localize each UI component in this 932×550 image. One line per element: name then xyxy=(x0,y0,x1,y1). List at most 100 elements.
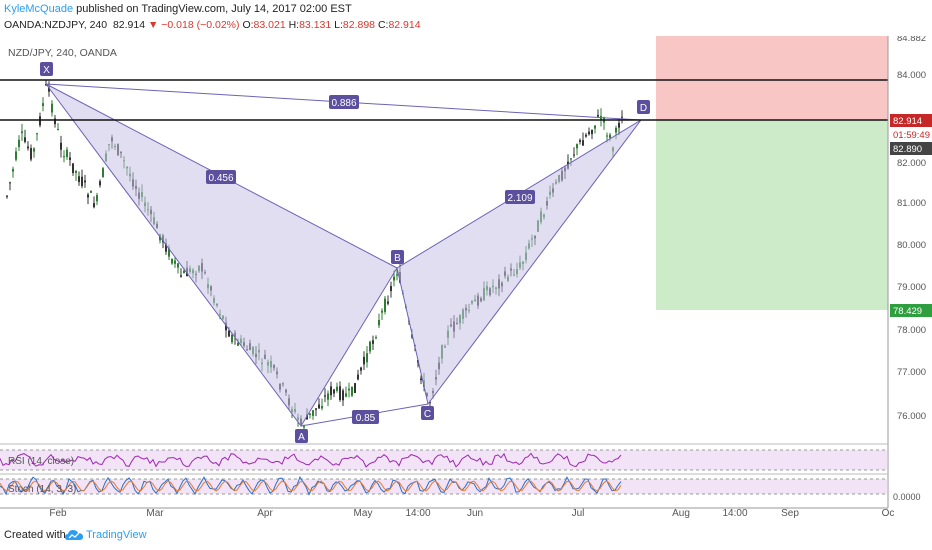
candle-body[interactable] xyxy=(381,310,383,313)
candle-body[interactable] xyxy=(372,340,374,344)
candle-body[interactable] xyxy=(21,131,23,134)
candle-body[interactable] xyxy=(183,270,185,274)
candle-body[interactable] xyxy=(390,286,392,292)
candle-body[interactable] xyxy=(228,330,230,337)
candle-body[interactable] xyxy=(24,137,26,142)
candle-body[interactable] xyxy=(54,118,56,125)
candle-body[interactable] xyxy=(342,390,344,401)
candle-body[interactable] xyxy=(348,388,350,391)
ratio-xd-label[interactable]: 0.886 xyxy=(329,95,359,109)
candle-body[interactable] xyxy=(585,134,587,137)
candle-body[interactable] xyxy=(429,401,431,403)
candle-body[interactable] xyxy=(597,114,599,117)
candle-body[interactable] xyxy=(327,393,329,400)
ratio-bd-label[interactable]: 2.109 xyxy=(505,190,535,204)
candle-body[interactable] xyxy=(336,386,338,391)
candle-body[interactable] xyxy=(60,142,62,150)
candle-body[interactable] xyxy=(69,157,71,160)
candle-body[interactable] xyxy=(333,389,335,394)
candle-body[interactable] xyxy=(420,378,422,381)
candle-body[interactable] xyxy=(27,146,29,149)
candle-body[interactable] xyxy=(360,367,362,371)
candle-body[interactable] xyxy=(318,404,320,409)
candle-body[interactable] xyxy=(309,413,311,415)
point-d-label[interactable]: D xyxy=(637,100,650,114)
candle-body[interactable] xyxy=(321,406,323,409)
candle-body[interactable] xyxy=(573,154,575,156)
candle-body[interactable] xyxy=(609,134,611,138)
candle-body[interactable] xyxy=(339,386,341,400)
candle-body[interactable] xyxy=(9,182,11,184)
candle-body[interactable] xyxy=(231,334,233,343)
candle-body[interactable] xyxy=(81,176,83,187)
candle-body[interactable] xyxy=(96,195,98,202)
candle-body[interactable] xyxy=(177,263,179,268)
candle-body[interactable] xyxy=(6,195,8,197)
candle-body[interactable] xyxy=(615,127,617,133)
candle-body[interactable] xyxy=(621,116,623,118)
candle-body[interactable] xyxy=(315,408,317,410)
candle-body[interactable] xyxy=(579,140,581,142)
candle-body[interactable] xyxy=(63,156,65,158)
candle-body[interactable] xyxy=(51,103,53,113)
candle-body[interactable] xyxy=(351,386,353,396)
candle-body[interactable] xyxy=(15,151,17,160)
candle-body[interactable] xyxy=(330,386,332,396)
candle-body[interactable] xyxy=(30,148,32,160)
point-b-label[interactable]: B xyxy=(391,250,404,264)
candle-body[interactable] xyxy=(387,301,389,304)
xab-triangle[interactable] xyxy=(45,83,398,427)
candle-body[interactable] xyxy=(354,383,356,393)
tradingview-link[interactable]: TradingView xyxy=(86,529,147,541)
candle-body[interactable] xyxy=(90,190,92,193)
candle-body[interactable] xyxy=(18,139,20,147)
point-c-label[interactable]: C xyxy=(421,406,434,420)
candle-body[interactable] xyxy=(393,276,395,281)
candle-body[interactable] xyxy=(369,341,371,352)
price-chart[interactable]: X A B C D 0.886 0.456 0.85 2.109 NZD/JPY… xyxy=(0,36,932,522)
candle-body[interactable] xyxy=(36,133,38,135)
candle-body[interactable] xyxy=(42,103,44,107)
candle-body[interactable] xyxy=(576,144,578,149)
stop-zone[interactable] xyxy=(656,36,888,120)
candle-body[interactable] xyxy=(84,180,86,183)
candle-body[interactable] xyxy=(87,194,89,198)
candle-body[interactable] xyxy=(357,374,359,380)
candle-body[interactable] xyxy=(375,337,377,339)
candle-body[interactable] xyxy=(57,129,59,131)
candle-body[interactable] xyxy=(174,260,176,264)
candle-body[interactable] xyxy=(72,163,74,173)
time-axis[interactable]: Feb Mar Apr May 14:00 Jun Jul Aug 14:00 Sep Oc xyxy=(49,508,894,519)
candle-body[interactable] xyxy=(168,247,170,257)
candle-body[interactable] xyxy=(225,322,227,331)
candle-body[interactable] xyxy=(78,176,80,183)
candle-body[interactable] xyxy=(366,353,368,363)
candle-body[interactable] xyxy=(180,275,182,277)
ratio-ac-label[interactable]: 0.85 xyxy=(352,410,379,424)
candle-body[interactable] xyxy=(363,356,365,365)
candle-body[interactable] xyxy=(66,149,68,158)
candle-body[interactable] xyxy=(48,86,50,92)
target-zone[interactable] xyxy=(656,120,888,310)
candle-body[interactable] xyxy=(618,122,620,128)
candle-body[interactable] xyxy=(588,131,590,135)
candle-body[interactable] xyxy=(582,140,584,146)
candle-body[interactable] xyxy=(102,168,104,178)
candle-body[interactable] xyxy=(324,395,326,397)
candle-body[interactable] xyxy=(591,130,593,135)
candle-body[interactable] xyxy=(33,148,35,152)
candle-body[interactable] xyxy=(312,410,314,416)
candle-body[interactable] xyxy=(570,158,572,160)
candle-body[interactable] xyxy=(378,320,380,326)
candle-body[interactable] xyxy=(93,203,95,208)
candle-body[interactable] xyxy=(384,298,386,312)
candle-body[interactable] xyxy=(165,243,167,252)
bcd-triangle[interactable] xyxy=(396,119,642,406)
point-a-label[interactable]: A xyxy=(295,429,308,443)
candle-body[interactable] xyxy=(594,125,596,129)
candle-body[interactable] xyxy=(171,258,173,264)
point-x-label[interactable]: X xyxy=(40,62,53,76)
candle-body[interactable] xyxy=(606,135,608,137)
candle-body[interactable] xyxy=(303,426,305,428)
author-link[interactable]: KyleMcQuade xyxy=(4,3,74,15)
